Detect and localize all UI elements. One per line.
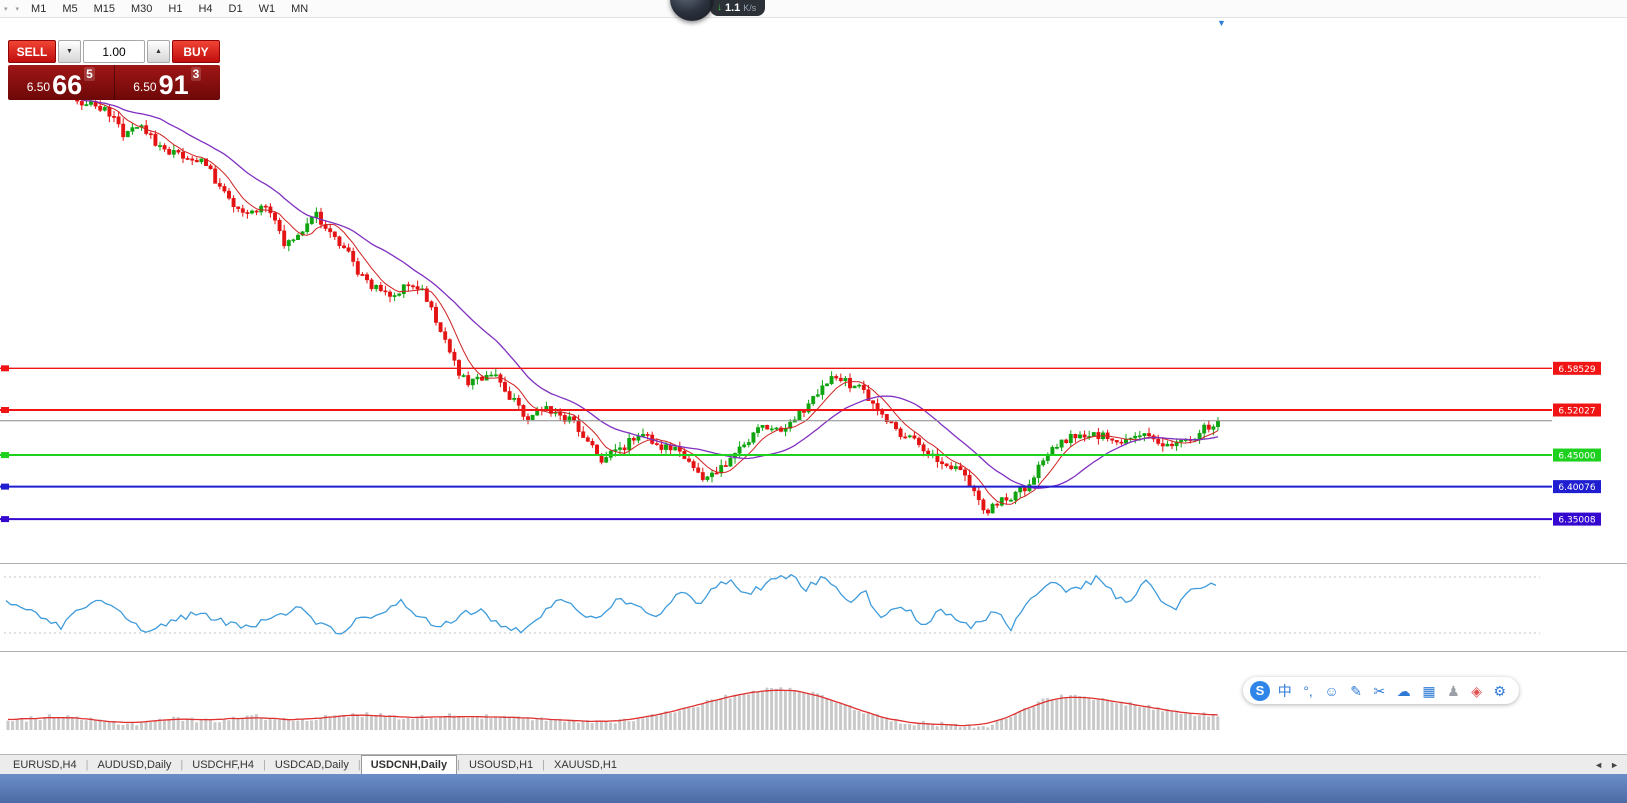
svg-text:6.58529: 6.58529 [1558,365,1595,375]
volume-input[interactable] [83,40,145,63]
tabs-scroll-left-icon[interactable]: ◄ [1594,759,1604,770]
timeframe-button-d1[interactable]: D1 [228,2,243,15]
tabs-scroll-right-icon[interactable]: ► [1610,759,1619,770]
toolbar-grip-icon[interactable]: ▾ [4,5,8,13]
timeframe-button-w1[interactable]: W1 [258,2,276,15]
emoji-icon[interactable]: ☺ [1324,682,1339,699]
pen-icon[interactable]: ✎ [1350,682,1362,699]
timeframe-button-m5[interactable]: M5 [62,2,78,15]
svg-text:6.35008: 6.35008 [1558,516,1595,526]
volume-decrease-button[interactable]: ▼ [58,40,81,63]
sell-button[interactable]: SELL [8,40,56,63]
tab-usdcad-daily[interactable]: USDCAD,Daily [274,758,349,771]
svg-text:6.40076: 6.40076 [1558,483,1595,493]
timeframe-button-m30[interactable]: M30 [131,2,153,15]
tabs-scroll-arrows: ◄ ► [1594,755,1627,774]
sell-price-display[interactable]: 6.50 66 5 [8,65,115,100]
sogou-logo-icon[interactable]: S [1250,680,1270,701]
sell-price-big: 66 [52,70,83,100]
toolbox-icon[interactable]: ◈ [1471,682,1482,699]
chinese-mode-icon[interactable]: 中 [1277,682,1292,699]
chart-tabs-bar: EURUSD,H4 | AUDUSD,Daily | USDCHF,H4 | USDCAD,… [0,754,1627,774]
keyboard-icon[interactable]: ▦ [1422,682,1436,699]
chart-tabs: EURUSD,H4 | AUDUSD,Daily | USDCHF,H4 | USDCAD,… [0,755,626,774]
tab-usousd-h1[interactable]: USOUSD,H1 [468,758,534,771]
timeframe-button-h1[interactable]: H1 [168,2,183,15]
tab-separator: | [180,758,184,771]
one-click-trading-panel: SELL ▼ ▲ BUY 6.50 66 5 6.50 91 3 [8,40,220,100]
tab-separator: | [457,758,460,771]
tab-separator: | [263,758,266,771]
scissors-icon[interactable]: ✂ [1373,682,1386,699]
buy-price-display[interactable]: 6.50 91 3 [115,65,221,100]
timeframe-button-m15[interactable]: M15 [93,2,115,15]
sell-price-sup: 5 [84,67,95,81]
svg-text:6.52027: 6.52027 [1558,407,1595,417]
tab-separator: | [85,758,89,771]
net-speed-value: 1.1 [725,2,741,14]
timeframe-button-mn[interactable]: MN [291,2,309,15]
timeframe-toolbar: ▾ ▾ M1 M5 M15 M30 H1 H4 D1 W1 MN [0,0,1627,18]
tab-xauusd-h1[interactable]: XAUUSD,H1 [554,758,617,771]
horizontal-scrollbar[interactable] [0,773,1627,803]
download-arrow-icon: ↓ [717,2,722,13]
trade-price-row: 6.50 66 5 6.50 91 3 [8,65,220,100]
trade-controls-row: SELL ▼ ▲ BUY [8,40,220,63]
ime-toolbar: S 中 °, ☺ ✎ ✂ ☁ ▦ ♟ ◈ ⚙ [1243,677,1519,704]
punctuation-icon[interactable]: °, [1303,682,1313,699]
timeframe-toolbar-buttons: M1 M5 M15 M30 H1 H4 D1 W1 MN [23,2,316,16]
tab-usdchf-h4[interactable]: USDCHF,H4 [192,758,254,771]
timeframe-button-m1[interactable]: M1 [31,2,47,15]
tab-separator: | [357,758,361,771]
tab-audusd-daily[interactable]: AUDUSD,Daily [97,758,172,771]
svg-text:6.45000: 6.45000 [1558,452,1595,462]
net-speed-badge[interactable]: ↓ 1.1 K/s [710,0,766,16]
buy-price-sup: 3 [190,67,202,81]
tab-eurusd-h4[interactable]: EURUSD,H4 [13,758,77,771]
settings-icon[interactable]: ⚙ [1493,682,1507,699]
tab-usdcnh-daily[interactable]: USDCNH,Daily [360,755,458,774]
net-speed-ball[interactable] [670,0,714,21]
cloud-icon[interactable]: ☁ [1396,682,1411,699]
net-speed-unit: K/s [743,3,757,13]
toolbar-grip-icon-2[interactable]: ▾ [15,5,20,13]
ime-icons: 中 °, ☺ ✎ ✂ ☁ ▦ ♟ ◈ ⚙ [1272,684,1512,698]
panel-collapse-icon[interactable]: ▼ [1217,18,1226,28]
tab-separator: | [542,758,545,771]
buy-price-prefix: 6.50 [133,80,157,94]
buy-button[interactable]: BUY [172,40,220,63]
buy-price-big: 91 [158,70,189,100]
volume-increase-button[interactable]: ▲ [147,40,170,63]
skin-icon[interactable]: ♟ [1447,682,1460,699]
sell-price-prefix: 6.50 [26,80,51,94]
timeframe-button-h4[interactable]: H4 [198,2,213,15]
